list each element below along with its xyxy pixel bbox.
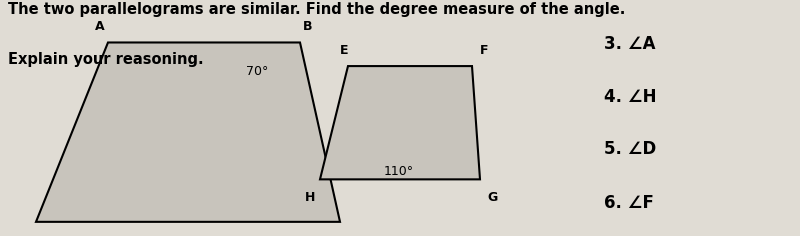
Polygon shape [36, 42, 340, 222]
Text: The two parallelograms are similar. Find the degree measure of the angle.: The two parallelograms are similar. Find… [8, 2, 626, 17]
Text: 110°: 110° [383, 165, 414, 178]
Text: A: A [95, 20, 105, 33]
Text: 70°: 70° [246, 65, 268, 78]
Text: Explain your reasoning.: Explain your reasoning. [8, 52, 204, 67]
Text: 3. ∠A: 3. ∠A [604, 35, 655, 53]
Text: G: G [487, 191, 497, 204]
Text: H: H [306, 191, 315, 204]
Text: 5. ∠D: 5. ∠D [604, 140, 656, 158]
Text: 6. ∠F: 6. ∠F [604, 194, 654, 212]
Text: E: E [340, 44, 348, 57]
Polygon shape [320, 66, 480, 179]
Text: 4. ∠H: 4. ∠H [604, 88, 657, 106]
Text: F: F [480, 44, 488, 57]
Text: B: B [303, 20, 313, 33]
